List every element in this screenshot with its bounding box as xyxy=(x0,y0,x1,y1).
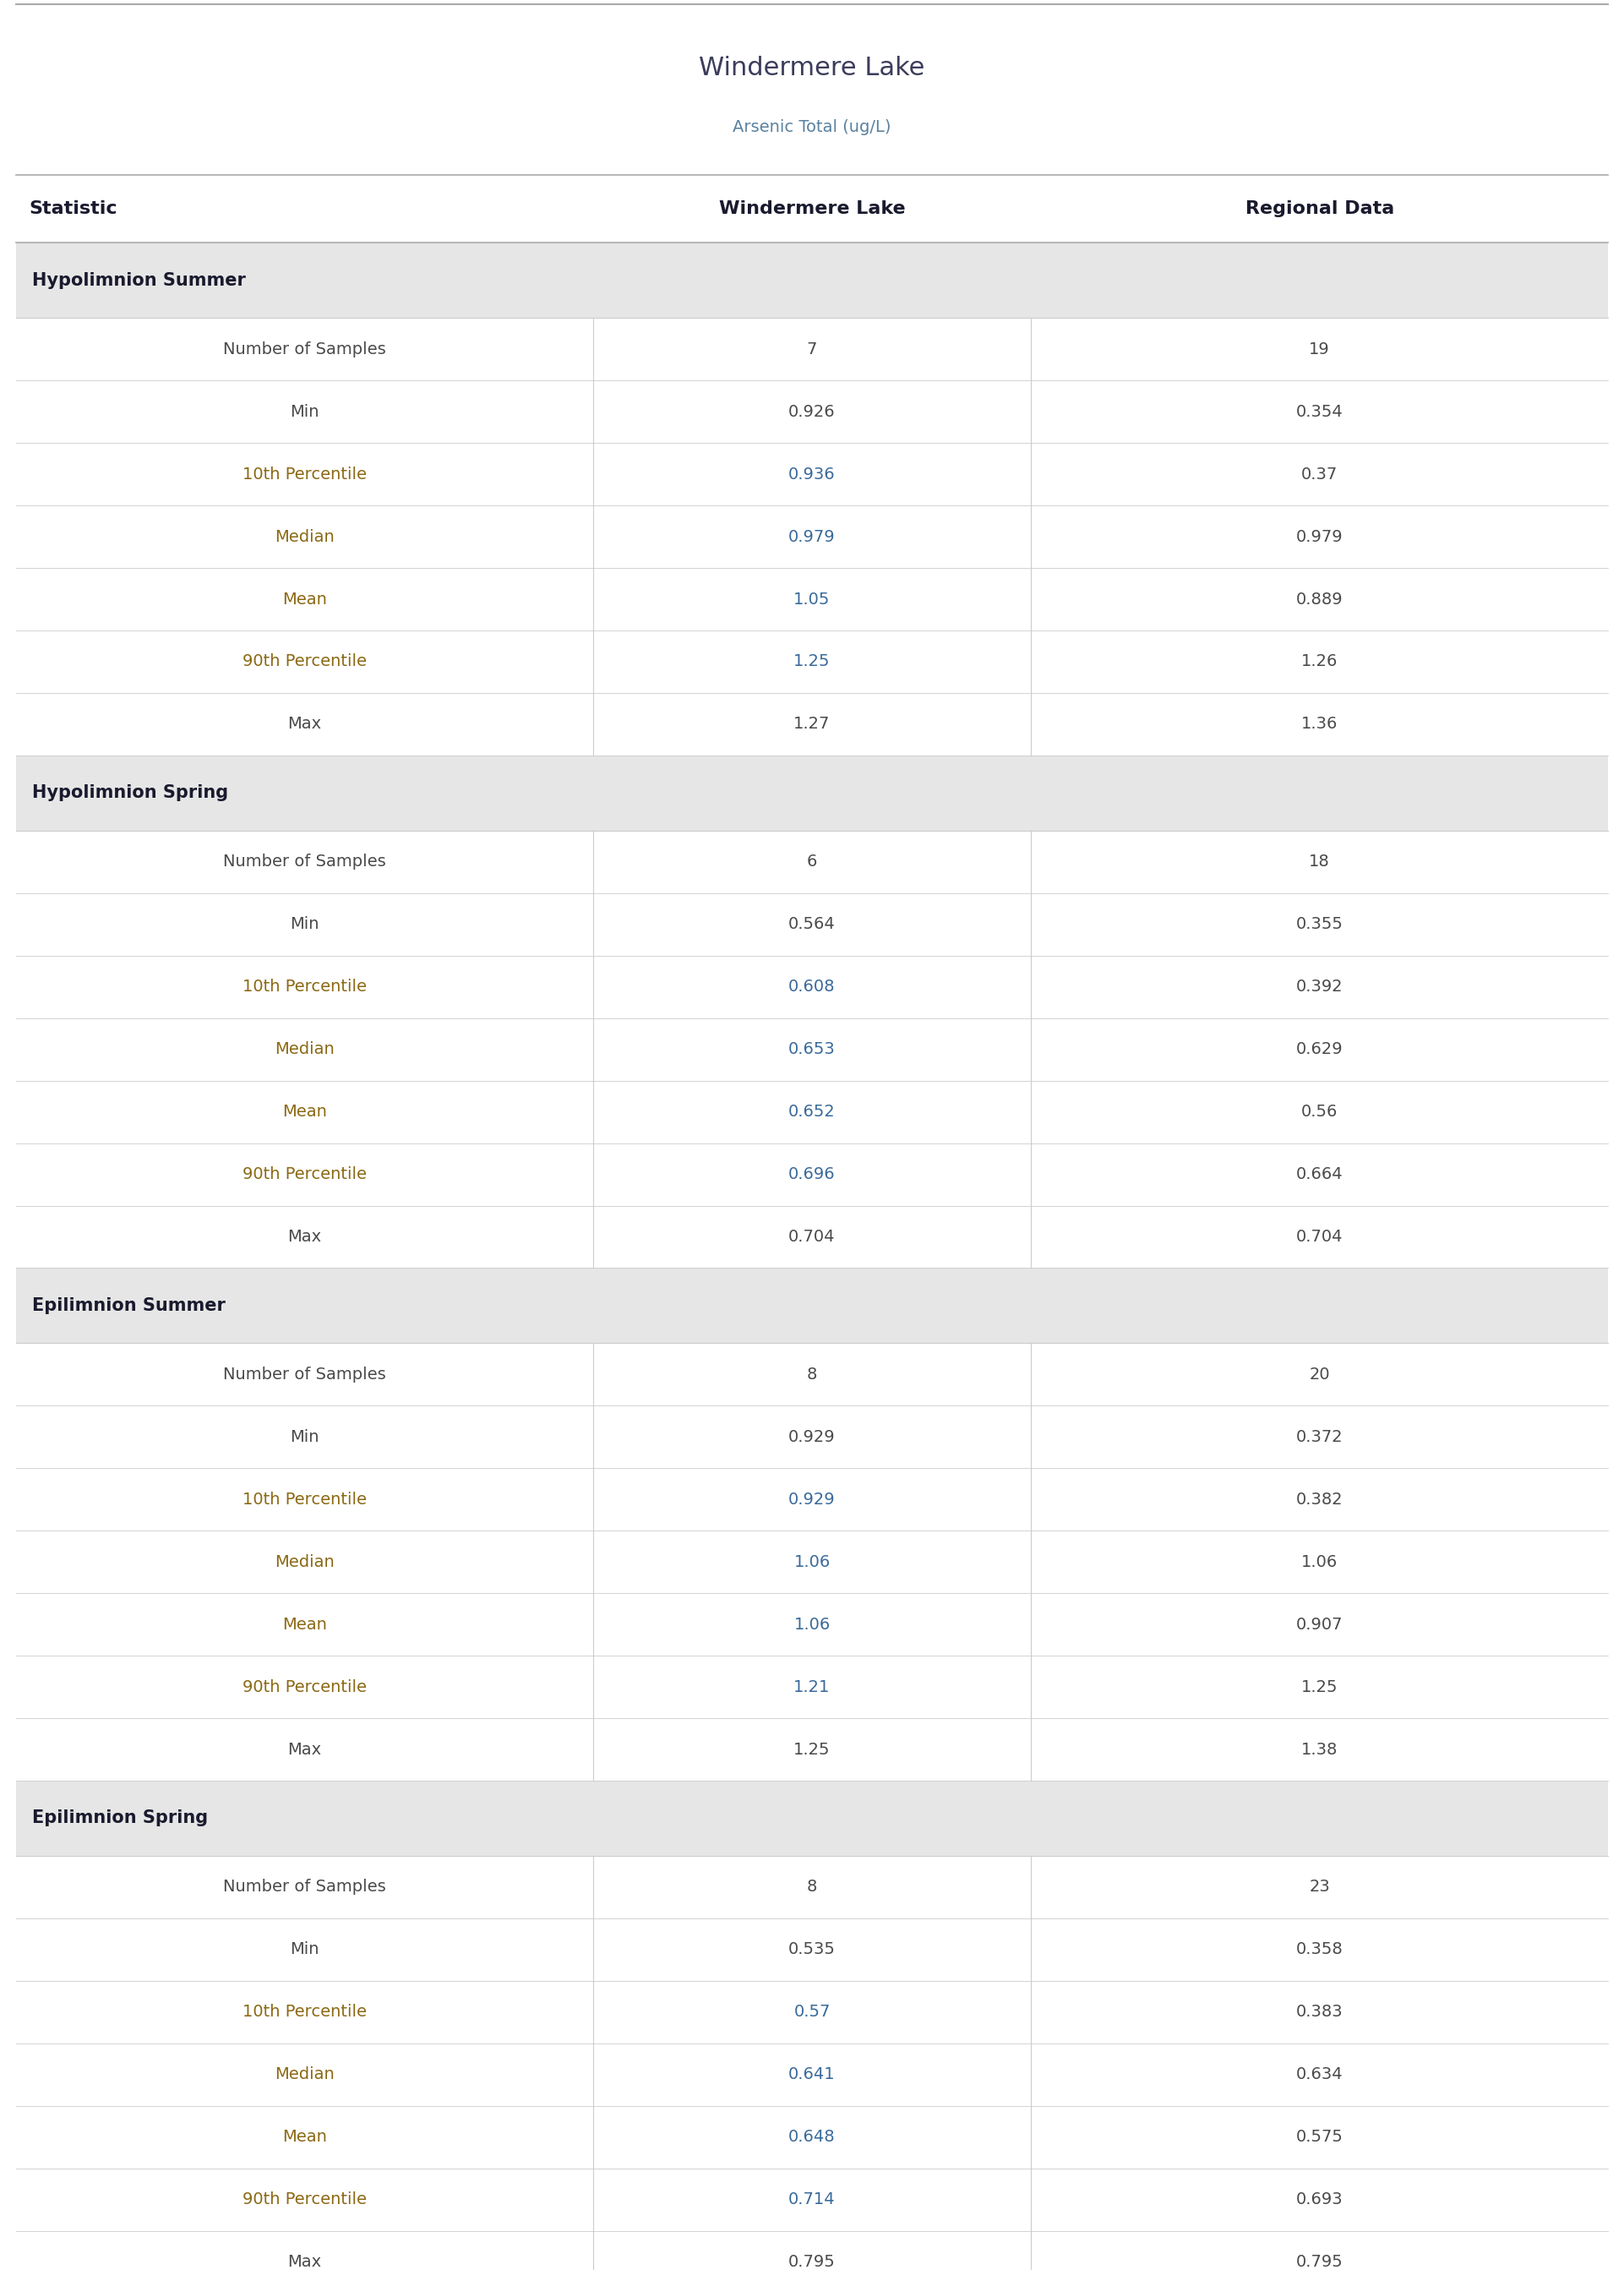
Text: 0.535: 0.535 xyxy=(788,1941,836,1957)
Text: 0.693: 0.693 xyxy=(1296,2191,1343,2206)
Text: Max: Max xyxy=(287,717,322,733)
Text: 0.979: 0.979 xyxy=(789,529,835,545)
Bar xyxy=(16,243,1608,318)
Text: Windermere Lake: Windermere Lake xyxy=(698,57,926,79)
Text: Min: Min xyxy=(291,1941,318,1957)
Text: 0.795: 0.795 xyxy=(788,2254,836,2270)
Text: Statistic: Statistic xyxy=(29,200,117,218)
Text: Mean: Mean xyxy=(283,1616,326,1632)
Text: 0.354: 0.354 xyxy=(1296,404,1343,420)
Text: Median: Median xyxy=(274,1555,335,1571)
Text: 10th Percentile: 10th Percentile xyxy=(242,978,367,994)
Text: 1.05: 1.05 xyxy=(794,590,830,608)
Text: 0.641: 0.641 xyxy=(789,2066,835,2082)
Text: 18: 18 xyxy=(1309,854,1330,869)
Bar xyxy=(16,1269,1608,1344)
Text: 0.664: 0.664 xyxy=(1296,1167,1343,1183)
Text: 0.358: 0.358 xyxy=(1296,1941,1343,1957)
Text: Min: Min xyxy=(291,917,318,933)
Text: 0.704: 0.704 xyxy=(789,1228,835,1244)
Text: Number of Samples: Number of Samples xyxy=(222,340,387,356)
Text: 0.383: 0.383 xyxy=(1296,2004,1343,2020)
Text: 10th Percentile: 10th Percentile xyxy=(242,1491,367,1507)
Text: Regional Data: Regional Data xyxy=(1246,200,1393,218)
Text: 7: 7 xyxy=(807,340,817,356)
Text: 0.372: 0.372 xyxy=(1296,1428,1343,1446)
Text: 0.926: 0.926 xyxy=(789,404,835,420)
Text: Median: Median xyxy=(274,2066,335,2082)
Text: 1.06: 1.06 xyxy=(794,1616,830,1632)
Text: 1.27: 1.27 xyxy=(794,717,830,733)
Text: 0.648: 0.648 xyxy=(789,2129,835,2145)
Text: 0.653: 0.653 xyxy=(788,1042,836,1058)
Text: 90th Percentile: 90th Percentile xyxy=(242,1167,367,1183)
Text: 0.979: 0.979 xyxy=(1296,529,1343,545)
Text: Epilimnion Summer: Epilimnion Summer xyxy=(32,1296,226,1314)
Text: Mean: Mean xyxy=(283,1103,326,1119)
Text: 0.795: 0.795 xyxy=(1296,2254,1343,2270)
Text: Max: Max xyxy=(287,2254,322,2270)
Text: 0.704: 0.704 xyxy=(1296,1228,1343,1244)
Text: 0.634: 0.634 xyxy=(1296,2066,1343,2082)
Text: 0.37: 0.37 xyxy=(1301,465,1338,481)
Text: Windermere Lake: Windermere Lake xyxy=(719,200,905,218)
Text: 0.714: 0.714 xyxy=(789,2191,835,2206)
Text: 0.382: 0.382 xyxy=(1296,1491,1343,1507)
Text: 0.889: 0.889 xyxy=(1296,590,1343,608)
Text: Min: Min xyxy=(291,404,318,420)
Text: 1.06: 1.06 xyxy=(794,1555,830,1571)
Bar xyxy=(16,756,1608,831)
Text: 0.652: 0.652 xyxy=(788,1103,836,1119)
Text: 0.907: 0.907 xyxy=(1296,1616,1343,1632)
Text: 1.06: 1.06 xyxy=(1301,1555,1338,1571)
Text: 1.26: 1.26 xyxy=(1301,654,1338,670)
Text: 0.564: 0.564 xyxy=(788,917,836,933)
Text: 0.355: 0.355 xyxy=(1296,917,1343,933)
Text: 8: 8 xyxy=(807,1880,817,1895)
Text: Number of Samples: Number of Samples xyxy=(222,1880,387,1895)
Text: Median: Median xyxy=(274,1042,335,1058)
Text: Arsenic Total (ug/L): Arsenic Total (ug/L) xyxy=(732,118,892,136)
Text: 0.936: 0.936 xyxy=(789,465,835,481)
Text: 0.575: 0.575 xyxy=(1296,2129,1343,2145)
Text: 1.25: 1.25 xyxy=(794,1741,830,1757)
Text: 19: 19 xyxy=(1309,340,1330,356)
Text: Min: Min xyxy=(291,1428,318,1446)
Text: 0.696: 0.696 xyxy=(789,1167,835,1183)
Text: 1.25: 1.25 xyxy=(794,654,830,670)
Text: 8: 8 xyxy=(807,1367,817,1382)
Text: 90th Percentile: 90th Percentile xyxy=(242,1680,367,1696)
Text: 0.56: 0.56 xyxy=(1301,1103,1338,1119)
Text: 1.36: 1.36 xyxy=(1301,717,1338,733)
Text: Max: Max xyxy=(287,1741,322,1757)
Text: 0.629: 0.629 xyxy=(1296,1042,1343,1058)
Text: 10th Percentile: 10th Percentile xyxy=(242,465,367,481)
Text: Max: Max xyxy=(287,1228,322,1244)
Text: Epilimnion Spring: Epilimnion Spring xyxy=(32,1809,208,1827)
Text: Mean: Mean xyxy=(283,2129,326,2145)
Text: 90th Percentile: 90th Percentile xyxy=(242,654,367,670)
Text: 0.608: 0.608 xyxy=(789,978,835,994)
Text: Number of Samples: Number of Samples xyxy=(222,1367,387,1382)
Text: Number of Samples: Number of Samples xyxy=(222,854,387,869)
Text: 10th Percentile: 10th Percentile xyxy=(242,2004,367,2020)
Text: 1.38: 1.38 xyxy=(1301,1741,1338,1757)
Text: 90th Percentile: 90th Percentile xyxy=(242,2191,367,2206)
Text: Median: Median xyxy=(274,529,335,545)
Text: 0.929: 0.929 xyxy=(789,1491,835,1507)
Text: 23: 23 xyxy=(1309,1880,1330,1895)
Text: 0.392: 0.392 xyxy=(1296,978,1343,994)
Text: 0.929: 0.929 xyxy=(789,1428,835,1446)
Text: 20: 20 xyxy=(1309,1367,1330,1382)
Text: 0.57: 0.57 xyxy=(794,2004,830,2020)
Text: Mean: Mean xyxy=(283,590,326,608)
Text: 1.21: 1.21 xyxy=(794,1680,830,1696)
Text: Hypolimnion Summer: Hypolimnion Summer xyxy=(32,272,247,288)
Text: Hypolimnion Spring: Hypolimnion Spring xyxy=(32,785,229,801)
Text: 1.25: 1.25 xyxy=(1301,1680,1338,1696)
Bar xyxy=(16,1780,1608,1855)
Text: 6: 6 xyxy=(807,854,817,869)
